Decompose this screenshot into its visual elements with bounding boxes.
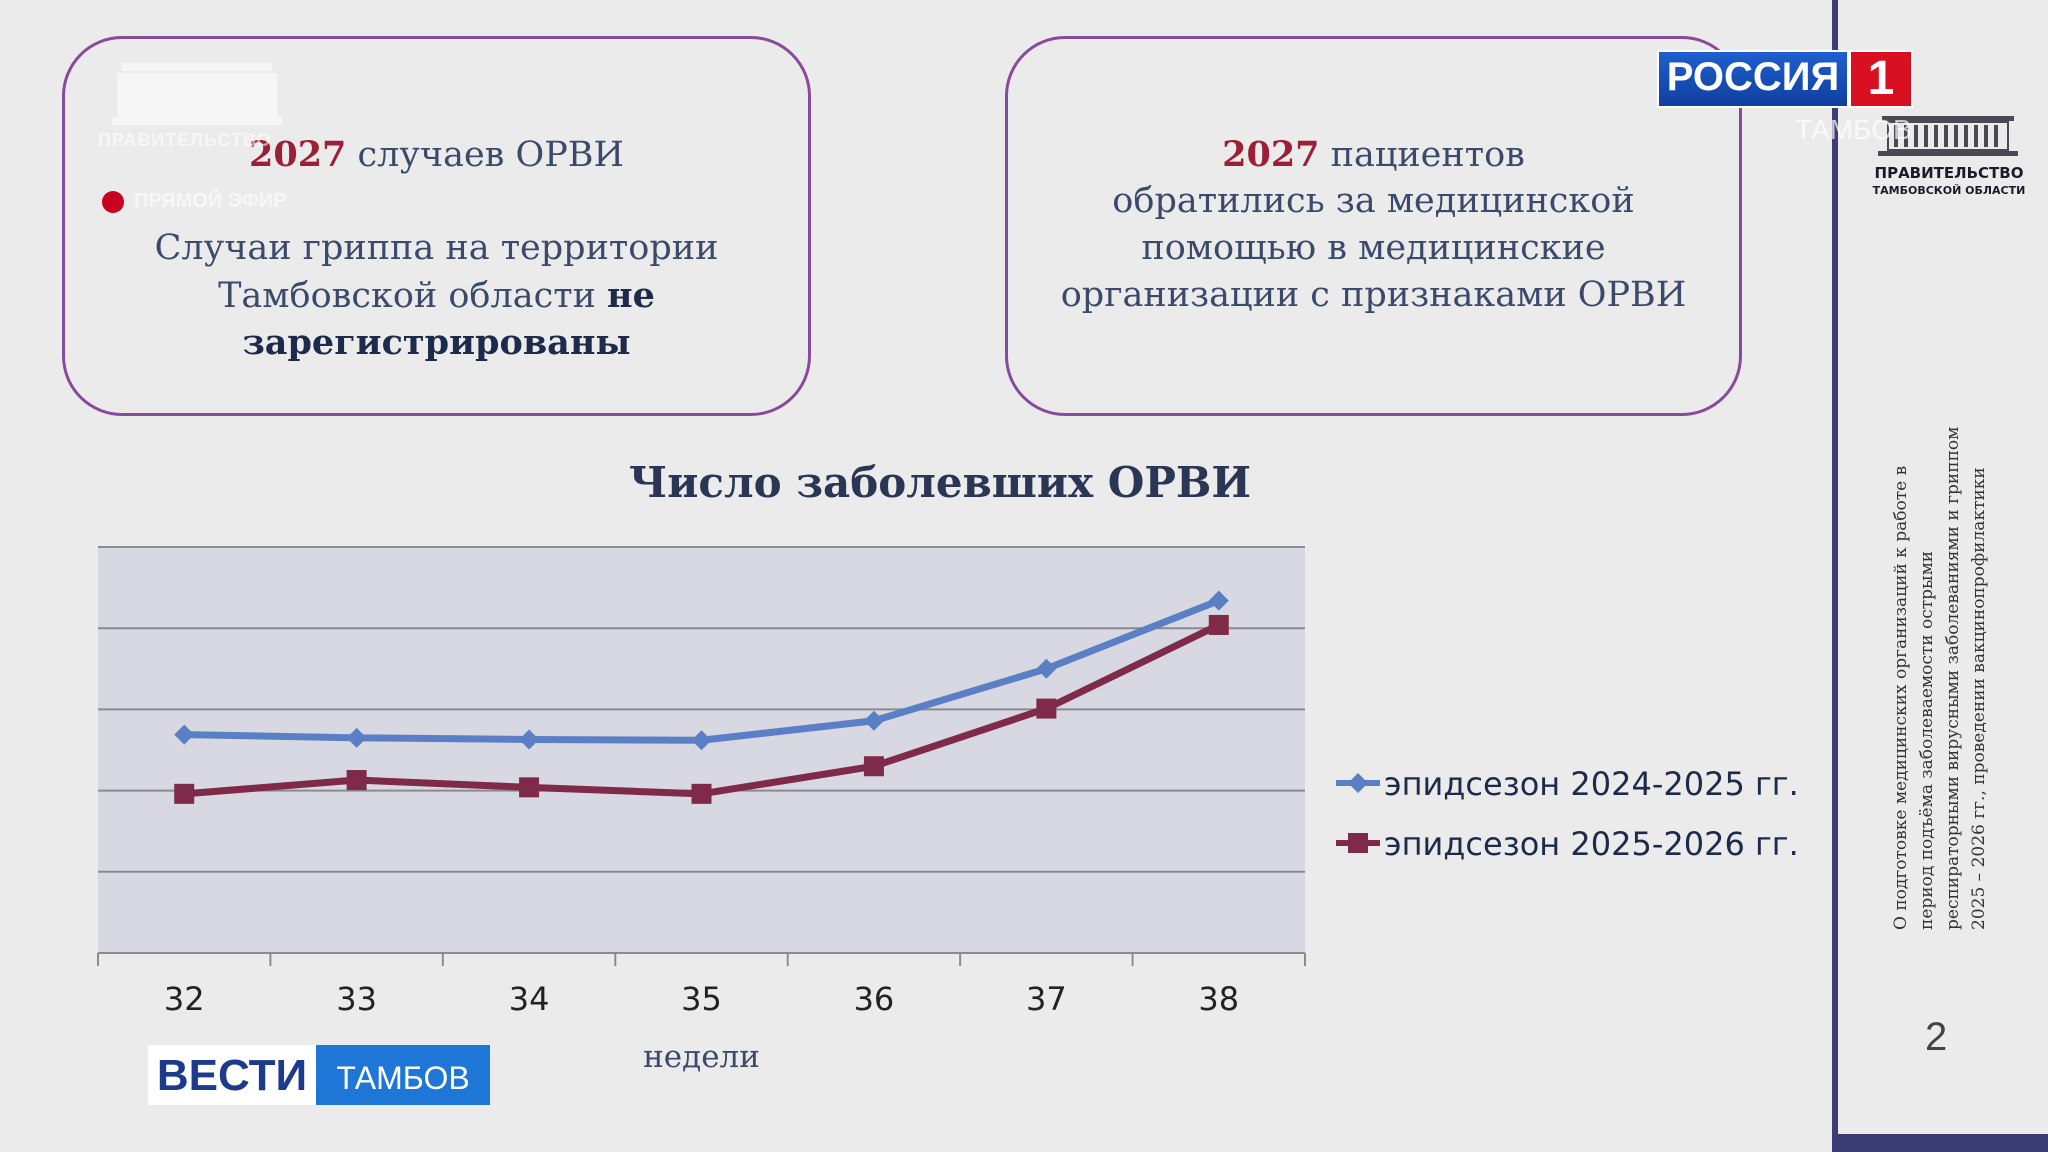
vesti-region-box bbox=[316, 1045, 490, 1105]
line-chart: 32 33 34 35 36 37 38 недели эпидсезон 2024-2025 … bbox=[97, 546, 1799, 1075]
vesti-region: ТАМБОВ bbox=[336, 1060, 470, 1096]
channel-name-box bbox=[1657, 50, 1849, 108]
watermark-logo: ПРАВИТЕЛЬСТВО bbox=[98, 55, 298, 175]
x-tick-label: 36 bbox=[854, 980, 895, 1018]
patients-line-2: обратились за медицинской bbox=[1112, 181, 1635, 221]
data-point bbox=[1208, 614, 1229, 635]
data-point bbox=[1208, 590, 1229, 611]
vesti-word: ВЕСТИ bbox=[156, 1051, 308, 1100]
x-tick-label: 35 bbox=[681, 980, 722, 1018]
info-card-cases: 2027 случаев ОРВИ Случаи гриппа на терри… bbox=[62, 36, 811, 416]
live-indicator-icon bbox=[102, 191, 124, 213]
channel-name: РОССИЯ bbox=[1666, 55, 1840, 99]
x-tick-label: 34 bbox=[509, 980, 550, 1018]
data-point bbox=[174, 783, 195, 804]
slide-page-number: 2 bbox=[1925, 1015, 1948, 1059]
info-card-patients: 2027 пациентов обратились за медицинской… bbox=[1005, 36, 1742, 416]
data-point bbox=[691, 783, 712, 804]
x-tick-label: 32 bbox=[164, 980, 205, 1018]
sidebar-bottom-bar bbox=[1838, 1134, 2048, 1152]
cases-number: 2027 bbox=[248, 134, 347, 175]
government-building-icon bbox=[1878, 116, 2018, 156]
legend-label: эпидсезон 2024-2025 гг. bbox=[1384, 765, 1799, 803]
legend-label: эпидсезон 2025-2026 гг. bbox=[1384, 825, 1799, 863]
data-point bbox=[1036, 698, 1057, 719]
sidebar-divider bbox=[1832, 0, 1838, 1152]
x-axis-label: недели bbox=[643, 1039, 760, 1075]
legend-marker bbox=[1348, 773, 1368, 793]
vesti-word-box bbox=[148, 1045, 316, 1105]
government-name: ПРАВИТЕЛЬСТВО bbox=[1874, 164, 2024, 182]
patients-line-3: помощью в медицинские bbox=[1141, 228, 1606, 268]
live-label: ПРЯМОЙ ЭФИР bbox=[134, 190, 287, 212]
data-point bbox=[346, 727, 367, 748]
flu-line-3: зарегистрированы bbox=[242, 322, 631, 363]
channel-region: ТАМБОВ bbox=[1795, 114, 1912, 145]
x-tick-label: 37 bbox=[1026, 980, 1067, 1018]
cases-line: 2027 случаев ОРВИ bbox=[65, 131, 808, 179]
government-logo: ПРАВИТЕЛЬСТВО ТАМБОВСКОЙ ОБЛАСТИ bbox=[1868, 112, 2030, 202]
data-point bbox=[691, 730, 712, 751]
data-point bbox=[863, 756, 884, 777]
flu-line-2: Тамбовской области не bbox=[65, 272, 808, 320]
flu-not-text: не bbox=[607, 275, 655, 316]
flu-line-1: Случаи гриппа на территории bbox=[154, 228, 719, 268]
presentation-subtitle: О подготовке медицинских организаций к р… bbox=[1891, 426, 1989, 930]
data-point bbox=[346, 770, 367, 791]
x-tick-label: 38 bbox=[1198, 980, 1239, 1018]
x-tick-label: 33 bbox=[336, 980, 377, 1018]
patients-label: пациентов bbox=[1319, 135, 1525, 175]
patients-line-4: организации с признаками ОРВИ bbox=[1060, 275, 1687, 315]
vesti-logo: ВЕСТИ ТАМБОВ bbox=[148, 1045, 490, 1105]
data-point bbox=[174, 724, 195, 745]
data-point bbox=[1036, 658, 1057, 679]
patients-line: 2027 пациентов bbox=[1008, 131, 1739, 179]
channel-number-box bbox=[1849, 50, 1913, 108]
chart-title: Число заболевших ОРВИ bbox=[628, 458, 1252, 507]
legend-marker bbox=[1348, 833, 1368, 853]
data-point bbox=[519, 777, 540, 798]
cases-label: случаев ОРВИ bbox=[346, 135, 624, 175]
channel-logo: РОССИЯ 1 ТАМБОВ bbox=[1657, 50, 1913, 145]
watermark-text: ПРАВИТЕЛЬСТВО bbox=[98, 130, 272, 150]
channel-number: 1 bbox=[1867, 52, 1895, 105]
data-point bbox=[863, 710, 884, 731]
data-point bbox=[519, 729, 540, 750]
government-region: ТАМБОВСКОЙ ОБЛАСТИ bbox=[1872, 184, 2026, 197]
patients-number: 2027 bbox=[1222, 134, 1320, 175]
building-icon bbox=[112, 63, 282, 125]
flu-region-text: Тамбовской области bbox=[218, 276, 608, 316]
